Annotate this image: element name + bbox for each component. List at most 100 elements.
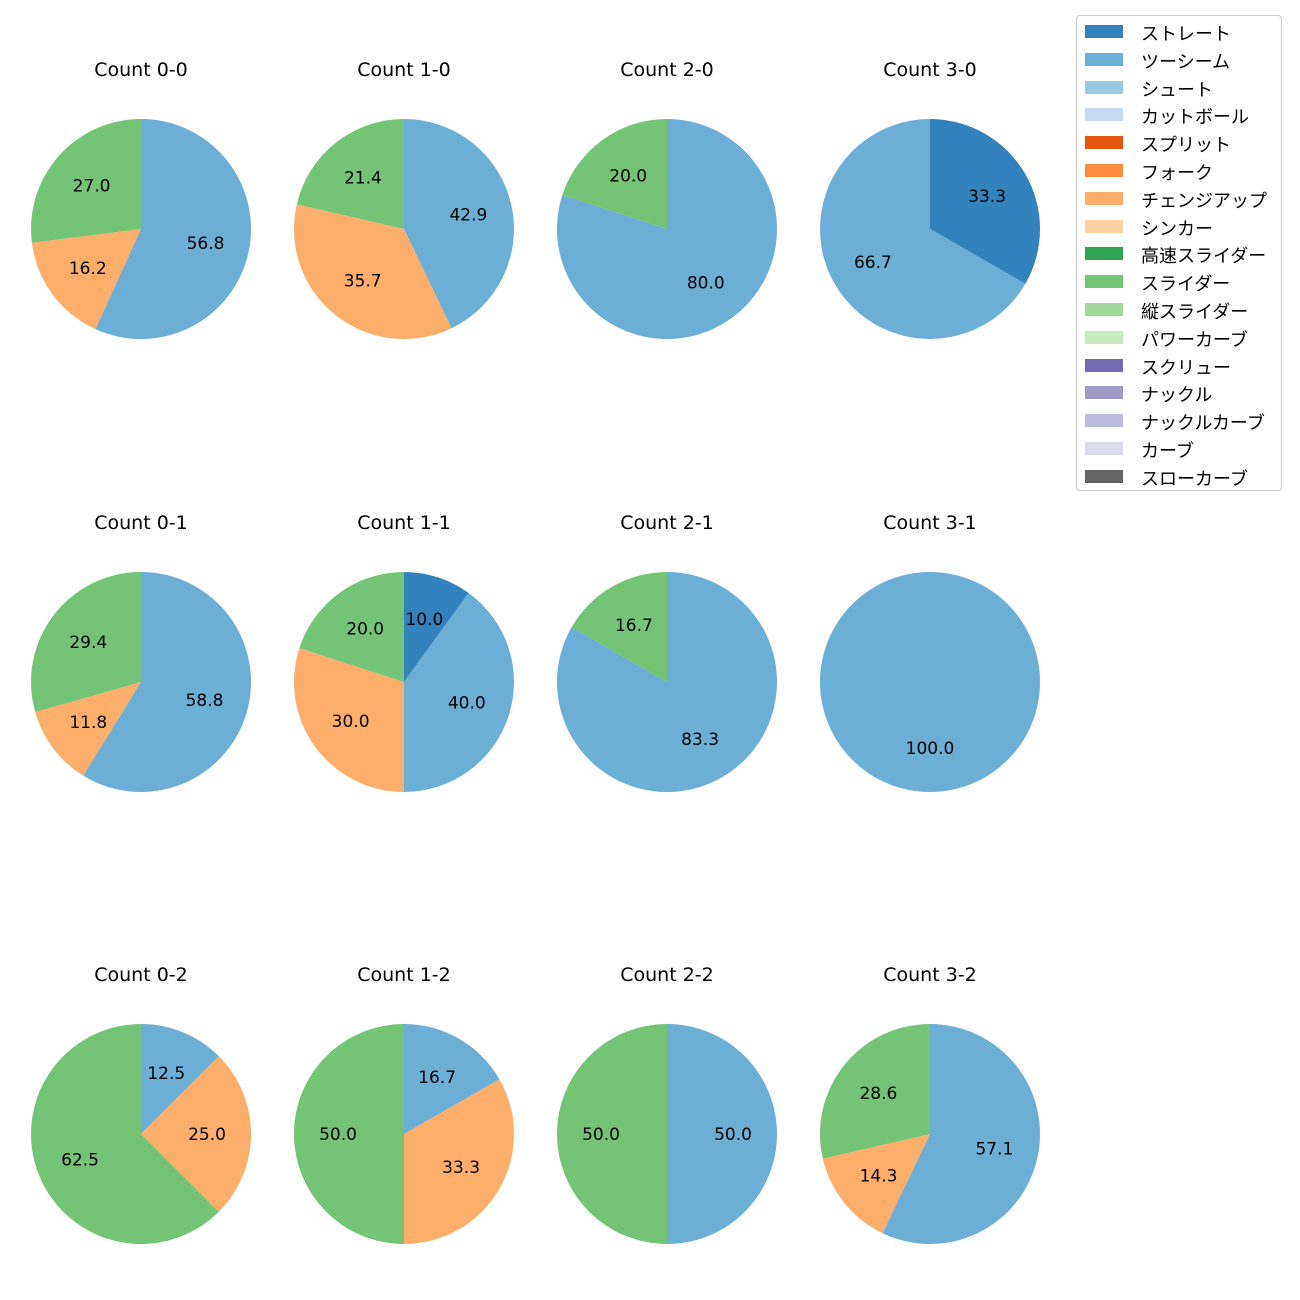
legend-swatch <box>1085 219 1123 233</box>
legend-item: 縦スライダー <box>1077 296 1281 324</box>
pie-title: Count 0-0 <box>94 59 188 81</box>
slice-value-label: 30.0 <box>332 712 370 732</box>
legend-label: 高速スライダー <box>1141 246 1267 268</box>
slice-value-label: 42.9 <box>449 205 487 225</box>
slice-value-label: 58.8 <box>186 691 224 711</box>
legend-item: スライダー <box>1077 268 1281 296</box>
legend-item: 高速スライダー <box>1077 240 1281 268</box>
legend-item: スプリット <box>1077 129 1281 157</box>
pie-title: Count 3-1 <box>883 512 977 534</box>
pie-slice <box>404 1024 500 1134</box>
slice-value-label: 16.2 <box>69 259 107 279</box>
pie-count-1-0: Count 1-0 42.9 35.7 21.4 <box>293 59 514 339</box>
pie-count-0-1: Count 0-1 58.8 11.8 29.4 <box>31 512 251 792</box>
legend-swatch <box>1085 80 1123 94</box>
legend-item: ストレート <box>1077 18 1281 46</box>
pie-count-3-1: Count 3-1 100.0 <box>820 512 1040 792</box>
slice-value-label: 29.4 <box>69 633 107 653</box>
pie-slice <box>30 1023 219 1244</box>
legend-swatch <box>1085 163 1123 177</box>
pie-count-1-2: Count 1-2 16.7 33.3 50.0 <box>294 964 515 1244</box>
pie-slice <box>571 572 667 682</box>
slice-value-label: 80.0 <box>687 273 725 293</box>
pie-slice <box>556 572 777 792</box>
slice-value-label: 20.0 <box>346 620 384 640</box>
legend-label: スローカーブ <box>1141 468 1248 490</box>
pie-slice <box>141 1056 251 1212</box>
slice-value-label: 16.7 <box>418 1068 456 1088</box>
slice-value-label: 33.3 <box>968 187 1006 207</box>
legend-swatch <box>1085 52 1123 66</box>
pie-slice <box>820 572 1040 792</box>
pie-title: Count 2-0 <box>620 59 714 81</box>
legend-swatch <box>1085 25 1123 38</box>
slice-value-label: 62.5 <box>61 1150 99 1170</box>
legend-label: チェンジアップ <box>1141 190 1267 212</box>
pie-slice <box>299 572 404 682</box>
pie-slice <box>296 118 404 229</box>
pie-count-0-2: Count 0-2 12.5 25.0 62.5 <box>30 964 251 1244</box>
legend-item: シュート <box>1077 74 1281 102</box>
legend-item: チェンジアップ <box>1077 185 1281 213</box>
slice-value-label: 50.0 <box>582 1125 620 1145</box>
pie-count-1-1: Count 1-1 10.0 40.0 30.0 20.0 <box>293 512 515 792</box>
pie-count-0-0: Count 0-0 56.8 16.2 27.0 <box>31 59 252 340</box>
slice-value-label: 40.0 <box>448 693 486 713</box>
legend-item: フォーク <box>1077 157 1281 185</box>
legend-label: シンカー <box>1141 218 1213 240</box>
legend-label: カットボール <box>1141 107 1249 129</box>
slice-value-label: 66.7 <box>854 253 892 273</box>
pie-slice <box>819 1023 930 1159</box>
legend-swatch <box>1085 358 1123 372</box>
legend-swatch <box>1085 191 1123 205</box>
pie-slice <box>820 119 1026 339</box>
pie-slice <box>293 648 404 792</box>
pie-count-3-2: Count 3-2 57.1 14.3 28.6 <box>819 964 1041 1244</box>
slice-value-label: 12.5 <box>147 1064 185 1084</box>
legend-item: パワーカーブ <box>1077 324 1281 352</box>
legend-swatch <box>1085 136 1123 150</box>
legend-label: カーブ <box>1141 440 1194 462</box>
slice-value-label: 56.8 <box>187 234 225 254</box>
legend-label: シュート <box>1141 79 1213 101</box>
pie-slice <box>95 119 252 340</box>
legend-label: ナックルカーブ <box>1141 413 1265 435</box>
pie-title: Count 2-2 <box>620 964 714 986</box>
legend-label: ナックル <box>1141 385 1213 407</box>
pie-title: Count 1-1 <box>357 512 451 534</box>
pie-count-2-0: Count 2-0 80.0 20.0 <box>556 59 777 339</box>
pie-slice <box>31 229 141 330</box>
pie-slice <box>404 1079 515 1244</box>
legend-item: スクリュー <box>1077 352 1281 380</box>
legend-swatch <box>1085 275 1123 289</box>
legend-swatch <box>1085 108 1123 122</box>
pie-slice <box>35 682 141 776</box>
pie-slice <box>404 572 469 682</box>
legend-swatch <box>1085 302 1123 316</box>
pie-title: Count 2-1 <box>620 512 714 534</box>
pie-title: Count 0-2 <box>94 964 188 986</box>
pie-title: Count 3-0 <box>883 59 977 81</box>
pie-slice <box>930 119 1041 284</box>
pie-slice <box>141 1024 219 1134</box>
legend-item: スローカーブ <box>1077 463 1281 491</box>
pie-slice <box>31 119 142 243</box>
legend-swatch <box>1085 386 1123 400</box>
legend-item: ナックル <box>1077 379 1281 407</box>
slice-value-label: 25.0 <box>188 1125 226 1145</box>
legend-item: カーブ <box>1077 435 1281 463</box>
slice-value-label: 14.3 <box>860 1166 898 1186</box>
slice-value-label: 50.0 <box>319 1125 357 1145</box>
legend-label: フォーク <box>1141 162 1213 184</box>
pie-title: Count 0-1 <box>94 512 188 534</box>
slice-value-label: 35.7 <box>344 272 382 292</box>
pie-slice <box>562 119 667 229</box>
slice-value-label: 57.1 <box>975 1140 1013 1160</box>
pie-slice <box>404 119 514 329</box>
pie-slice <box>822 1134 930 1234</box>
legend-swatch <box>1085 469 1123 483</box>
pie-slice <box>83 572 251 792</box>
slice-value-label: 100.0 <box>906 739 955 759</box>
slice-value-label: 20.0 <box>609 167 647 187</box>
